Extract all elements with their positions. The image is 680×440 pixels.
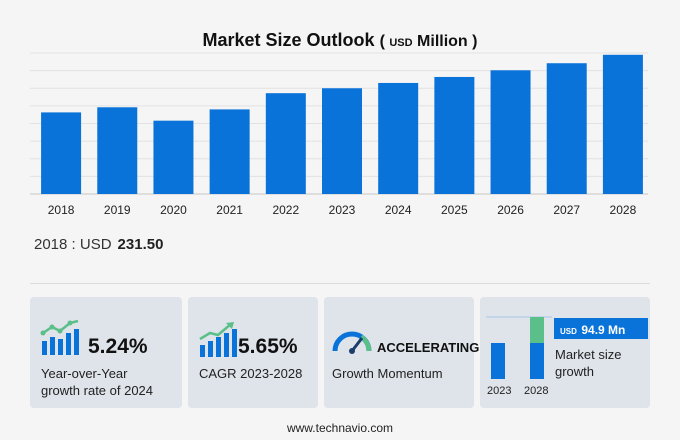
title-unit-open: ( — [379, 33, 390, 50]
x-tick-label: 2027 — [553, 203, 580, 217]
x-tick-label: 2024 — [385, 203, 412, 217]
bar-2026 — [490, 70, 531, 194]
yoy-value: 5.24% — [88, 335, 148, 358]
bar-2018 — [41, 112, 82, 194]
bar-chart: 2018 2019 2020 2021 2022 2023 2024 2025 2026 2027… — [30, 52, 648, 217]
section-divider — [30, 283, 650, 284]
chart-title: Market Size Outlook ( USD Million ) — [0, 30, 680, 51]
bar-2019 — [97, 107, 138, 194]
bar-2022 — [265, 93, 306, 194]
x-tick-label: 2028 — [610, 203, 637, 217]
bar-2023 — [322, 88, 362, 194]
x-tick-label: 2025 — [441, 203, 468, 217]
increment-badge: USD 94.9 Mn — [554, 318, 648, 339]
momentum-value: ACCELERATING — [377, 340, 480, 355]
x-tick-label: 2023 — [329, 203, 356, 217]
increment-badge-value: 94.9 Mn — [581, 323, 626, 337]
yoy-card: 5.24% Year-over-Year growth rate of 2024 — [30, 297, 182, 408]
bar-2028 — [602, 54, 643, 195]
increment-desc-line2: growth — [555, 364, 595, 379]
growth-chart-icon — [40, 319, 79, 355]
cagr-desc: CAGR 2023-2028 — [199, 366, 303, 381]
momentum-desc: Growth Momentum — [332, 366, 443, 381]
bar-2024 — [378, 82, 419, 194]
cagr-card: 5.65% CAGR 2023-2028 — [188, 297, 318, 408]
title-unit-close: ) — [467, 33, 478, 50]
bar-2020 — [153, 120, 194, 194]
base-year-value: 2018 : USD 231.50 — [34, 236, 163, 253]
increment-desc-line1: Market size — [555, 347, 622, 362]
title-unit-main: Million — [412, 33, 468, 50]
chart-title-text: Market Size Outlook — [202, 30, 375, 50]
momentum-card: ACCELERATING Growth Momentum — [324, 297, 479, 408]
bar-2027 — [546, 63, 587, 194]
bar-2025 — [434, 76, 475, 194]
yoy-desc-line2: growth rate of 2024 — [41, 383, 154, 398]
increment-year-start: 2023 — [487, 385, 512, 397]
x-tick-label: 2026 — [497, 203, 524, 217]
base-year-label: 2018 : USD — [34, 236, 112, 253]
base-year-amount: 231.50 — [117, 236, 164, 253]
bar-growth-icon — [199, 322, 237, 357]
title-unit-currency: USD — [389, 37, 413, 49]
yoy-desc-line1: Year-over-Year — [41, 366, 128, 381]
cagr-value: 5.65% — [238, 335, 298, 358]
increment-year-end: 2028 — [524, 385, 549, 397]
x-tick-label: 2019 — [104, 203, 131, 217]
speedometer-icon — [332, 331, 372, 354]
increment-card: USD 94.9 Mn Market size growth 2023 2028 — [480, 297, 650, 408]
footer-url: www.technavio.com — [286, 421, 394, 435]
bar-2021 — [209, 109, 250, 194]
x-tick-label: 2020 — [160, 203, 187, 217]
x-tick-label: 2018 — [48, 203, 75, 217]
increment-bars-icon — [486, 316, 552, 379]
increment-badge-currency: USD — [560, 327, 577, 336]
x-tick-label: 2021 — [216, 203, 243, 217]
x-tick-label: 2022 — [272, 203, 299, 217]
